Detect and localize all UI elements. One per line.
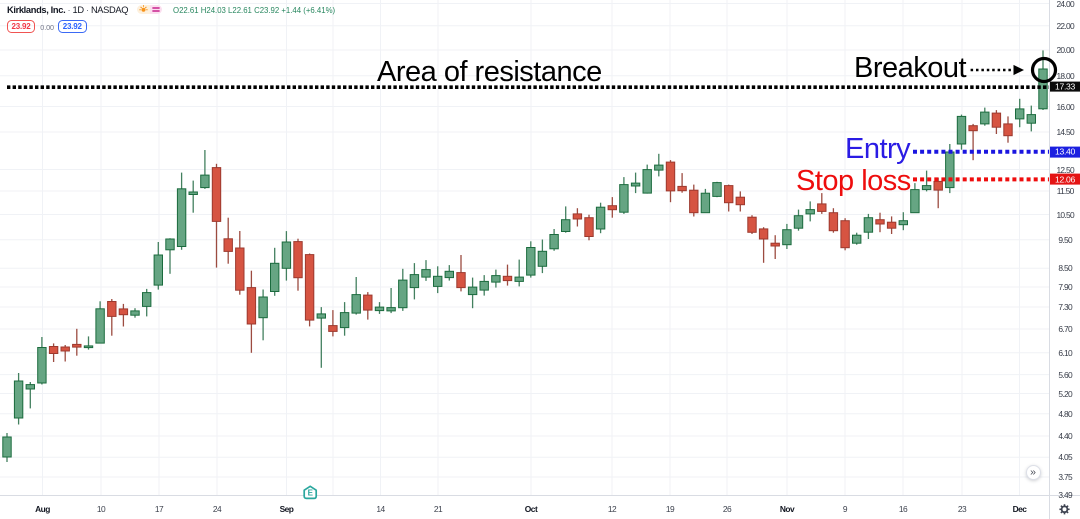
svg-text:E: E [308,489,314,498]
